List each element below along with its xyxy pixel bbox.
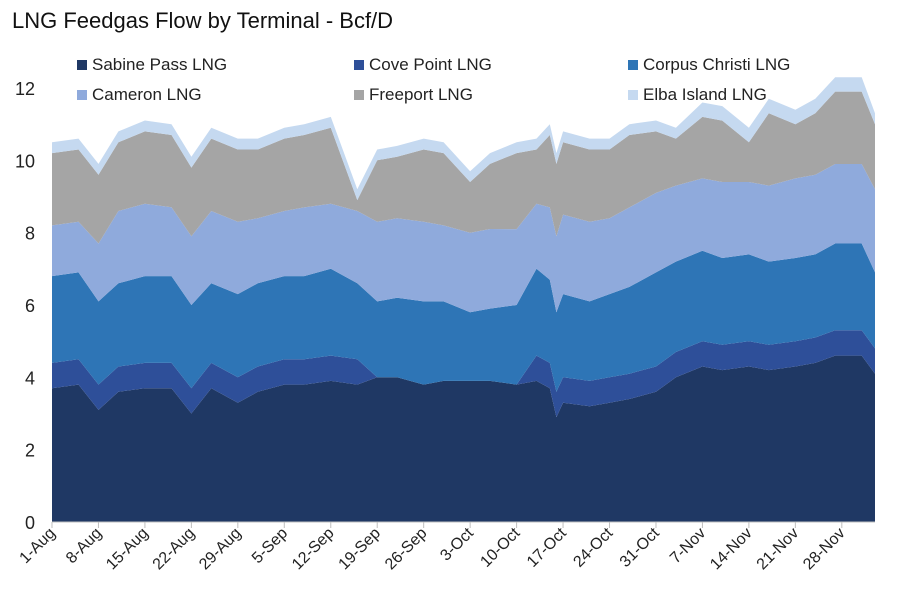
x-tick-label: 31-Oct (617, 524, 663, 570)
x-tick-label: 14-Nov (707, 525, 755, 573)
legend-label: Sabine Pass LNG (92, 55, 227, 74)
x-tick-label: 3-Oct (437, 524, 477, 564)
legend-label: Corpus Christi LNG (643, 55, 790, 74)
legend-label: Freeport LNG (369, 85, 473, 104)
legend: Sabine Pass LNG Cove Point LNG Corpus Chri… (77, 55, 790, 104)
y-axis-ticks: 0 2 4 6 8 10 12 (15, 79, 35, 533)
x-tick-label: 24-Oct (570, 524, 616, 570)
legend-swatch (354, 90, 364, 100)
x-tick-label: 10-Oct (477, 524, 523, 570)
series-area-5 (52, 77, 875, 201)
x-tick-label: 21-Nov (754, 525, 802, 573)
x-tick-label: 1-Aug (17, 525, 59, 567)
chart-title: LNG Feedgas Flow by Terminal - Bcf/D (12, 8, 394, 33)
x-tick-label: 8-Aug (63, 525, 105, 567)
x-tick-label: 15-Aug (103, 525, 152, 574)
legend-label: Cove Point LNG (369, 55, 492, 74)
x-tick-label: 22-Aug (150, 525, 199, 574)
x-tick-label: 7-Nov (667, 525, 709, 567)
x-tick-label: 28-Nov (800, 525, 848, 573)
x-tick-label: 26-Sep (382, 525, 431, 574)
series-area-4 (52, 91, 875, 244)
x-tick-label: 5-Sep (249, 525, 291, 567)
series-area-2 (52, 243, 875, 392)
legend-swatch (628, 60, 638, 70)
legend-swatch (77, 60, 87, 70)
x-tick-label: 17-Oct (524, 524, 570, 570)
x-tick-label: 19-Sep (336, 525, 385, 574)
y-tick-label: 12 (15, 79, 35, 99)
y-tick-label: 6 (25, 296, 35, 316)
legend-swatch (628, 90, 638, 100)
y-tick-label: 10 (15, 151, 35, 171)
legend-swatch (354, 60, 364, 70)
legend-label: Cameron LNG (92, 85, 202, 104)
x-tick-label: 29-Aug (196, 525, 245, 574)
legend-label: Elba Island LNG (643, 85, 767, 104)
series-area-1 (52, 330, 875, 418)
y-tick-label: 4 (25, 368, 35, 388)
series-area-3 (52, 164, 875, 313)
y-tick-label: 8 (25, 224, 35, 244)
series-area-0 (52, 355, 875, 522)
y-tick-label: 2 (25, 441, 35, 461)
x-tick-label: 12-Sep (289, 525, 338, 574)
series-areas (52, 77, 875, 522)
y-tick-label: 0 (25, 513, 35, 533)
legend-swatch (77, 90, 87, 100)
